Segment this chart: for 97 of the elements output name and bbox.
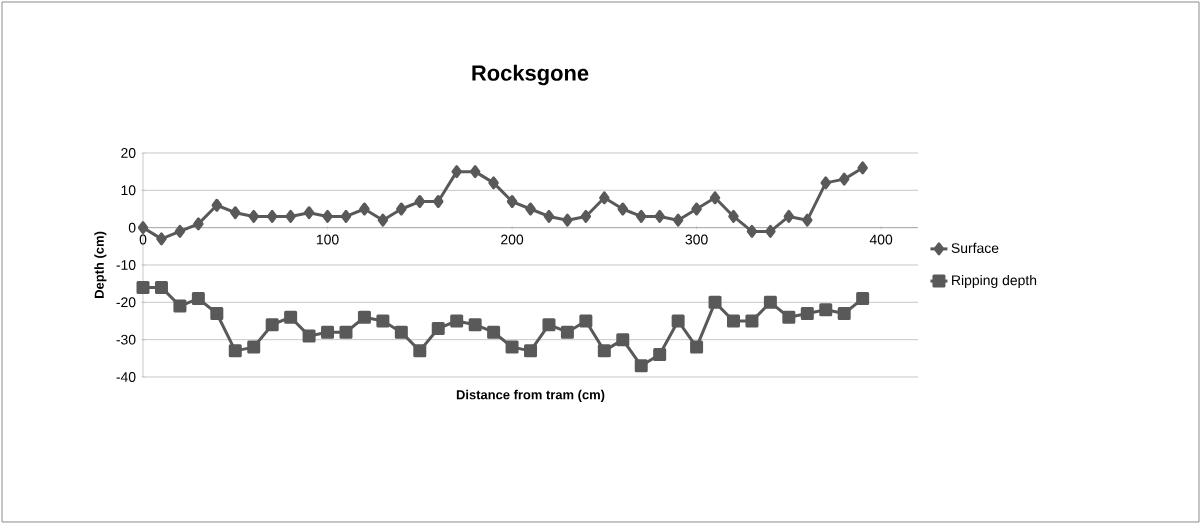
point	[672, 213, 684, 227]
point	[765, 224, 776, 238]
point	[634, 359, 648, 373]
x-tick-label: 100	[316, 234, 339, 245]
point	[136, 280, 150, 294]
point	[156, 232, 167, 246]
y-tick-label: 10	[121, 185, 136, 196]
point	[137, 221, 149, 235]
point	[543, 209, 555, 223]
point	[469, 165, 481, 179]
point	[433, 195, 444, 209]
x-tick-label: 300	[685, 234, 708, 245]
point	[321, 325, 335, 339]
chart-title: Rocksgone	[472, 64, 589, 86]
point	[302, 329, 316, 343]
point	[173, 299, 187, 313]
point	[691, 202, 702, 216]
point	[579, 314, 593, 328]
point	[247, 340, 261, 354]
point	[468, 318, 482, 332]
point	[616, 333, 630, 347]
point	[635, 209, 647, 223]
point	[580, 209, 592, 223]
point	[802, 213, 813, 227]
point	[856, 292, 870, 306]
point	[597, 344, 611, 358]
point	[357, 310, 371, 324]
point	[838, 172, 850, 186]
point	[488, 176, 499, 190]
point	[340, 209, 352, 223]
point	[487, 325, 501, 339]
point	[599, 191, 610, 205]
point	[746, 224, 758, 238]
point	[783, 209, 795, 223]
point	[524, 344, 538, 358]
point	[285, 209, 296, 223]
point	[284, 310, 298, 324]
point	[228, 344, 242, 358]
point	[782, 310, 796, 324]
point	[542, 318, 556, 332]
point	[450, 314, 464, 328]
point	[266, 209, 278, 223]
point	[709, 191, 721, 205]
point	[525, 202, 536, 216]
y-tick-label: 20	[121, 148, 136, 158]
point	[303, 206, 315, 220]
point	[154, 280, 168, 294]
point	[728, 209, 739, 223]
point	[726, 314, 740, 328]
point	[193, 217, 204, 231]
y-tick-label: -30	[116, 334, 136, 345]
point	[377, 213, 389, 227]
x-axis-title: Distance from tram (cm)	[456, 389, 605, 402]
point	[671, 314, 685, 328]
point	[654, 209, 665, 223]
point	[617, 202, 629, 216]
legend-label: Surface	[951, 242, 999, 254]
point	[396, 202, 407, 216]
point	[174, 224, 186, 238]
y-axis-title: Depth (cm)	[94, 231, 107, 298]
point	[653, 348, 667, 362]
point	[265, 318, 279, 332]
point	[819, 303, 833, 317]
point	[857, 161, 868, 175]
point	[820, 176, 831, 190]
point	[359, 202, 370, 216]
point	[560, 325, 574, 339]
point	[210, 307, 224, 321]
point	[211, 198, 223, 212]
point	[763, 295, 777, 309]
point	[506, 195, 518, 209]
x-tick-label: 200	[501, 234, 524, 245]
point	[191, 292, 205, 306]
x-tick-label: 0	[139, 234, 147, 245]
point	[451, 165, 462, 179]
point	[708, 295, 722, 309]
y-tick-label: -20	[116, 297, 136, 308]
point	[339, 325, 353, 339]
x-tick-label: 400	[869, 234, 893, 245]
point	[745, 314, 759, 328]
point	[322, 209, 333, 223]
point	[414, 195, 426, 209]
legend-label: Ripping depth	[952, 274, 1037, 288]
y-tick-label: -10	[116, 260, 136, 270]
y-tick-label: -40	[116, 372, 136, 382]
point	[562, 213, 573, 227]
point	[800, 307, 814, 321]
point	[431, 321, 445, 335]
point	[505, 340, 519, 354]
y-tick-label: 0	[128, 222, 136, 233]
point	[413, 344, 427, 358]
point	[248, 209, 259, 223]
point	[394, 325, 408, 339]
point	[837, 307, 851, 321]
point	[230, 206, 241, 220]
point	[376, 314, 390, 328]
point	[690, 340, 704, 354]
